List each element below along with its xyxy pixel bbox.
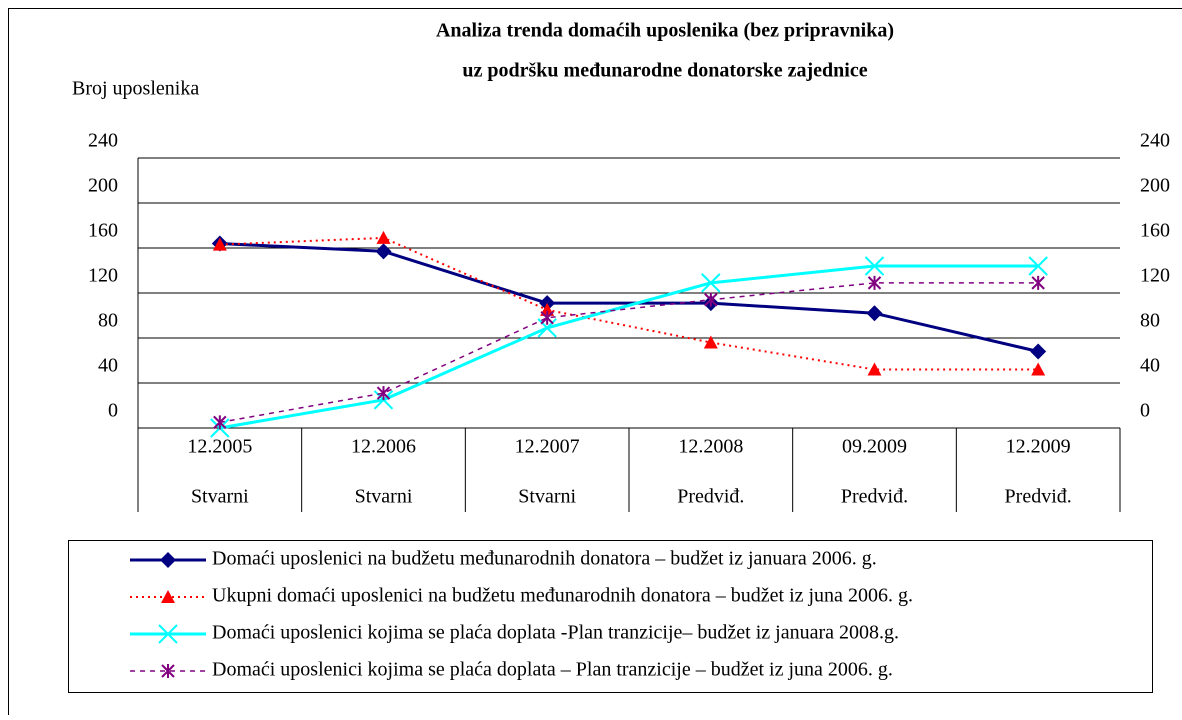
x-tick-label: 12.2009 <box>1006 436 1071 458</box>
y2-tick-label: 0 <box>1140 400 1150 422</box>
series-line <box>220 266 1038 428</box>
x-period-label: Stvarni <box>191 486 249 508</box>
legend-label: Domaći uposlenici kojima se plaća doplat… <box>212 622 899 644</box>
x-tick-label: 12.2006 <box>351 436 416 458</box>
chart-title: Analiza trenda domaćih uposlenika (bez p… <box>436 20 894 42</box>
series-line <box>220 244 1038 352</box>
marker <box>377 231 391 244</box>
y-tick-label: 160 <box>88 220 118 242</box>
marker <box>868 363 882 376</box>
x-tick-label: 09.2009 <box>842 436 907 458</box>
y2-tick-label: 40 <box>1140 355 1160 377</box>
marker <box>376 243 392 259</box>
x-period-label: Predviđ. <box>677 486 744 508</box>
y-tick-label: 80 <box>98 310 118 332</box>
x-period-label: Predviđ. <box>841 486 908 508</box>
marker <box>867 305 883 321</box>
x-period-label: Stvarni <box>518 486 576 508</box>
marker <box>1030 344 1046 360</box>
y2-tick-label: 200 <box>1140 175 1170 197</box>
marker <box>1032 276 1044 290</box>
y-tick-label: 120 <box>88 265 118 287</box>
x-period-label: Stvarni <box>355 486 413 508</box>
y-tick-label: 240 <box>88 130 118 152</box>
y-tick-label: 200 <box>88 175 118 197</box>
y2-tick-label: 160 <box>1140 220 1170 242</box>
y-tick-label: 0 <box>108 400 118 422</box>
x-period-label: Predviđ. <box>1005 486 1072 508</box>
x-tick-label: 12.2008 <box>678 436 743 458</box>
y2-tick-label: 80 <box>1140 310 1160 332</box>
legend-label: Ukupni domaći uposlenici na budžetu među… <box>212 585 913 607</box>
y2-tick-label: 120 <box>1140 265 1170 287</box>
chart-subtitle: uz podršku međunarodne donatorske zajedn… <box>462 60 867 82</box>
y-tick-label: 40 <box>98 355 118 377</box>
y2-tick-label: 240 <box>1140 130 1170 152</box>
x-tick-label: 12.2005 <box>187 436 252 458</box>
x-tick-label: 12.2007 <box>515 436 580 458</box>
legend-label: Domaći uposlenici na budžetu međunarodni… <box>212 548 877 570</box>
y-axis-label: Broj uposlenika <box>72 78 199 100</box>
legend-label: Domaći uposlenici kojima se plaća doplat… <box>212 659 893 681</box>
